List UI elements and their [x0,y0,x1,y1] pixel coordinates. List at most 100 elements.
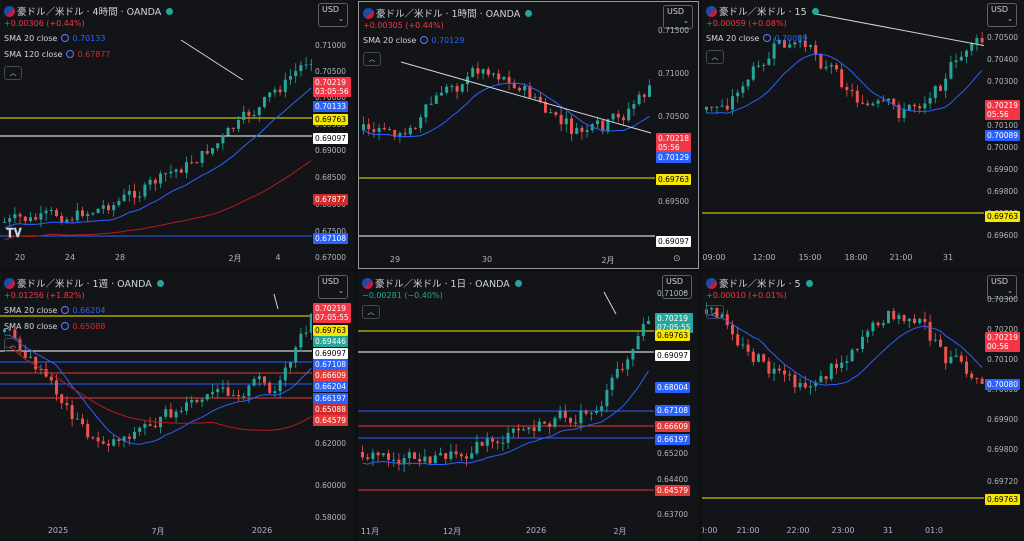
indicator-settings-icon[interactable] [763,34,772,42]
currency-select[interactable]: USD ⌄ [987,3,1017,27]
candle [641,323,645,337]
candle [247,385,251,397]
collapse-legend-button[interactable]: ︿ [4,66,22,80]
sma-legend[interactable]: SMA 120 close 0.67877 [4,50,111,59]
sma-legend[interactable]: SMA 20 close 0.70129 [363,36,464,45]
price-badge-value: 0.67877 [315,195,347,204]
indicator-settings-icon[interactable] [61,34,70,42]
sma-legend[interactable]: SMA 20 close 0.70133 [4,34,105,43]
candle [944,346,948,364]
y-axis-tick: 0.67500 [315,227,347,236]
price-badge: 0.65088 [313,404,349,415]
candle [23,216,27,222]
price-plot[interactable] [702,272,984,526]
price-change: +0.00305 (+0.44%) [363,21,444,30]
chart-pane-1[interactable]: 豪ドル／米ドル · 4時間 · OANDA +0.00306 (+0.44%) SM… [0,0,355,268]
price-badge-value: 0.66197 [315,394,347,403]
sma-long-line [4,346,312,431]
chart-pane-5[interactable]: 豪ドル／米ドル · 1日 · OANDA −0.00281 (−0.40%) ︿ US… [358,272,699,541]
sma-legend[interactable]: SMA 20 close 0.70089 [706,34,807,43]
candle [954,60,958,62]
collapse-legend-button[interactable]: ︿ [706,50,724,64]
price-plot[interactable] [359,2,655,254]
price-change: +0.00010 (+0.01%) [706,291,787,300]
indicator-settings-icon[interactable] [420,36,429,44]
candle [636,336,640,350]
candle [195,162,199,164]
candle [923,103,927,109]
indicator-settings-icon[interactable] [61,322,70,330]
price-badge-value: 0.70080 [987,380,1019,389]
symbol-title[interactable]: 豪ドル／米ドル · 1週 · OANDA [4,276,164,290]
collapse-legend-button[interactable]: ︿ [362,305,380,319]
chart-pane-6[interactable]: 豪ドル／米ドル · 5 +0.00010 (+0.01%) ︿ USD ⌄ 0.70300… [702,272,1024,541]
price-plot[interactable] [702,0,984,252]
sma-legend[interactable]: SMA 20 close 0.66204 [4,306,105,315]
chart-pane-2[interactable]: 豪ドル／米ドル · 1時間 · OANDA +0.00305 (+0.44%) SM… [358,1,699,269]
chart-pane-4[interactable]: 豪ドル／米ドル · 1週 · OANDA +0.01256 (+1.82%) SMA… [0,272,355,541]
chart-settings-icon[interactable]: ⊙ [673,254,681,264]
candle [751,351,755,362]
symbol-title[interactable]: 豪ドル／米ドル · 15 [706,4,819,18]
candle [117,439,121,442]
sma-legend[interactable]: SMA 80 close 0.65088 [4,322,105,331]
price-badge: 0.67108 [655,405,691,416]
y-axis-tick: 0.70100 [987,355,1019,364]
candle [933,86,937,99]
symbol-label: 豪ドル／米ドル · 1日 · OANDA [375,279,510,290]
candle [23,351,27,358]
price-badge-value: 0.69763 [658,175,690,184]
symbol-title[interactable]: 豪ドル／米ドル · 5 [706,276,813,290]
symbol-label: 豪ドル／米ドル · 1時間 · OANDA [376,9,521,20]
candle [138,196,142,198]
symbol-label: 豪ドル／米ドル · 15 [719,7,807,18]
symbol-title[interactable]: 豪ドル／米ドル · 1時間 · OANDA [363,6,533,20]
chart-pane-3[interactable]: 豪ドル／米ドル · 15 +0.00059 (+0.08%) SMA 20 clos… [702,0,1024,268]
candle [767,361,771,374]
currency-select[interactable]: USD ⌄ [318,3,348,27]
price-plot[interactable] [358,272,654,526]
y-axis-tick: 0.69800 [987,187,1019,196]
price-badge-value: 0.69097 [657,351,689,360]
price-badge: 0.69763 [656,174,692,185]
y-axis-tick: 0.58000 [315,513,347,522]
candle [403,133,407,135]
indicator-settings-icon[interactable] [66,50,75,58]
candle [710,106,714,108]
candle [528,85,532,98]
candle [231,395,235,397]
candle [96,437,100,442]
candle [522,429,526,431]
candle [554,112,558,115]
collapse-legend-button[interactable]: ︿ [363,52,381,66]
currency-label: USD [667,7,685,16]
candle [476,68,480,74]
symbol-title[interactable]: 豪ドル／米ドル · 1日 · OANDA [362,276,522,290]
candle [460,84,464,92]
price-plot[interactable] [0,0,312,252]
price-plot[interactable] [0,272,312,526]
collapse-legend-button[interactable]: ︿ [706,305,724,319]
indicator-settings-icon[interactable] [61,306,70,314]
candle [647,320,650,324]
symbol-title[interactable]: 豪ドル／米ドル · 4時間 · OANDA [4,4,174,18]
candle [221,387,225,389]
currency-select[interactable]: USD ⌄ [318,275,348,299]
candle [574,422,578,424]
chevron-down-icon: ⌄ [682,287,688,295]
currency-select[interactable]: USD ⌄ [663,5,693,29]
candle [731,96,734,110]
candle [627,108,631,121]
candle [548,423,552,427]
price-badge: 0.69097 [313,348,349,359]
candle [913,104,916,107]
currency-select[interactable]: USD ⌄ [662,275,692,299]
candle [450,86,454,88]
candle [445,86,449,93]
collapse-legend-button[interactable]: ︿ [4,338,22,352]
candle [376,452,380,456]
price-badge-value: 0.70219 [657,314,689,323]
trend-line [180,39,244,81]
candle [434,95,438,104]
currency-select[interactable]: USD ⌄ [987,275,1017,299]
